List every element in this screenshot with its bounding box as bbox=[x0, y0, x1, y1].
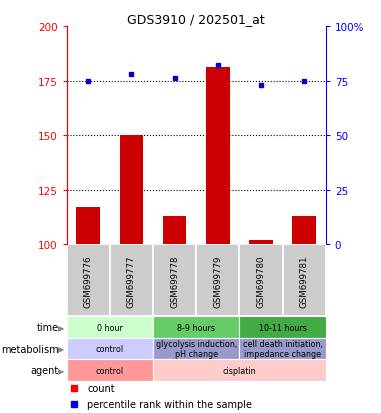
Text: metabolism: metabolism bbox=[2, 344, 59, 354]
Bar bbox=[206, 68, 230, 245]
Text: GSM699780: GSM699780 bbox=[256, 254, 266, 307]
Bar bbox=[239, 245, 283, 317]
Bar bbox=[249, 240, 273, 245]
Bar bbox=[120, 136, 143, 245]
Text: ▶: ▶ bbox=[58, 366, 65, 375]
Title: GDS3910 / 202501_at: GDS3910 / 202501_at bbox=[127, 13, 265, 26]
Text: GSM699776: GSM699776 bbox=[84, 254, 93, 307]
Text: ▶: ▶ bbox=[58, 323, 65, 332]
Text: 0 hour: 0 hour bbox=[97, 323, 123, 332]
Bar bbox=[153, 245, 196, 317]
Bar bbox=[153, 338, 239, 360]
Text: 10-11 hours: 10-11 hours bbox=[259, 323, 306, 332]
Bar bbox=[76, 208, 100, 245]
Bar bbox=[153, 317, 239, 338]
Bar bbox=[239, 338, 326, 360]
Bar bbox=[67, 338, 153, 360]
Text: glycolysis induction,
pH change: glycolysis induction, pH change bbox=[155, 339, 237, 358]
Text: GSM699779: GSM699779 bbox=[213, 255, 222, 307]
Bar bbox=[153, 360, 326, 381]
Text: cisplatin: cisplatin bbox=[223, 366, 256, 375]
Bar bbox=[283, 245, 326, 317]
Text: GSM699777: GSM699777 bbox=[127, 254, 136, 307]
Bar bbox=[67, 360, 153, 381]
Text: percentile rank within the sample: percentile rank within the sample bbox=[87, 399, 252, 409]
Text: GSM699778: GSM699778 bbox=[170, 254, 179, 307]
Bar bbox=[67, 317, 153, 338]
Text: ▶: ▶ bbox=[58, 344, 65, 354]
Text: time: time bbox=[37, 323, 59, 332]
Bar bbox=[239, 317, 326, 338]
Bar bbox=[67, 245, 110, 317]
Bar bbox=[292, 216, 316, 245]
Bar bbox=[163, 216, 186, 245]
Text: agent: agent bbox=[31, 365, 59, 375]
Text: count: count bbox=[87, 382, 115, 393]
Text: control: control bbox=[96, 344, 124, 354]
Text: 8-9 hours: 8-9 hours bbox=[177, 323, 215, 332]
Bar bbox=[196, 245, 239, 317]
Bar bbox=[110, 245, 153, 317]
Text: control: control bbox=[96, 366, 124, 375]
Text: GSM699781: GSM699781 bbox=[300, 254, 309, 307]
Text: cell death initiation,
impedance change: cell death initiation, impedance change bbox=[243, 339, 322, 358]
